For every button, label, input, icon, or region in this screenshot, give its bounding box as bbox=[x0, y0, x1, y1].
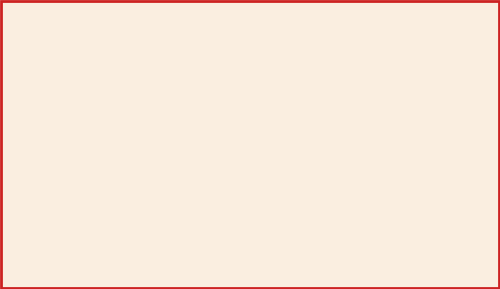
Text: Activation of Fibrinolysis: Activation of Fibrinolysis bbox=[56, 11, 192, 21]
Polygon shape bbox=[348, 29, 420, 117]
Text: Fibrin-degradation
products: Fibrin-degradation products bbox=[88, 251, 136, 261]
Bar bbox=[159, 237, 181, 251]
Text: Activator: Activator bbox=[272, 210, 308, 218]
Text: Lysine-binding
site: Lysine-binding site bbox=[150, 118, 212, 142]
Text: Plasminogen: Plasminogen bbox=[120, 58, 164, 64]
Text: Activator: Activator bbox=[272, 66, 308, 75]
Text: Fibrin: Fibrin bbox=[272, 226, 291, 232]
Text: Aminocaproic acid
or tranexamic acid: Aminocaproic acid or tranexamic acid bbox=[426, 247, 492, 270]
Polygon shape bbox=[82, 181, 220, 251]
Text: Inhibiteur compétitif: Inhibiteur compétitif bbox=[316, 7, 430, 18]
Text: Fibrin: Fibrin bbox=[74, 112, 96, 121]
Polygon shape bbox=[12, 95, 172, 127]
Bar bbox=[367, 103, 389, 117]
Polygon shape bbox=[252, 213, 312, 245]
Polygon shape bbox=[78, 239, 144, 273]
Bar bbox=[401, 237, 423, 251]
Polygon shape bbox=[10, 37, 90, 105]
Polygon shape bbox=[106, 29, 178, 117]
Bar bbox=[367, 99, 385, 117]
Polygon shape bbox=[252, 37, 332, 105]
Polygon shape bbox=[254, 95, 414, 127]
Text: Fibrin-degradation
products: Fibrin-degradation products bbox=[18, 251, 66, 261]
Polygon shape bbox=[10, 180, 90, 248]
Text: Aminocaproic acid
or tranexamic acid: Aminocaproic acid or tranexamic acid bbox=[392, 112, 465, 138]
Text: Plasminogen: Plasminogen bbox=[362, 58, 406, 64]
Text: Plasmin: Plasmin bbox=[382, 210, 412, 218]
Text: Activator: Activator bbox=[30, 66, 66, 75]
Text: Fibrin: Fibrin bbox=[316, 112, 338, 121]
Text: de l’activation du plasminogène: de l’activation du plasminogène bbox=[284, 14, 462, 25]
Text: Plasmin: Plasmin bbox=[140, 210, 170, 218]
Bar bbox=[401, 233, 419, 251]
Polygon shape bbox=[324, 181, 462, 251]
Text: Activator: Activator bbox=[30, 210, 66, 218]
Bar bbox=[125, 103, 147, 117]
Polygon shape bbox=[252, 180, 332, 248]
Polygon shape bbox=[10, 239, 76, 273]
